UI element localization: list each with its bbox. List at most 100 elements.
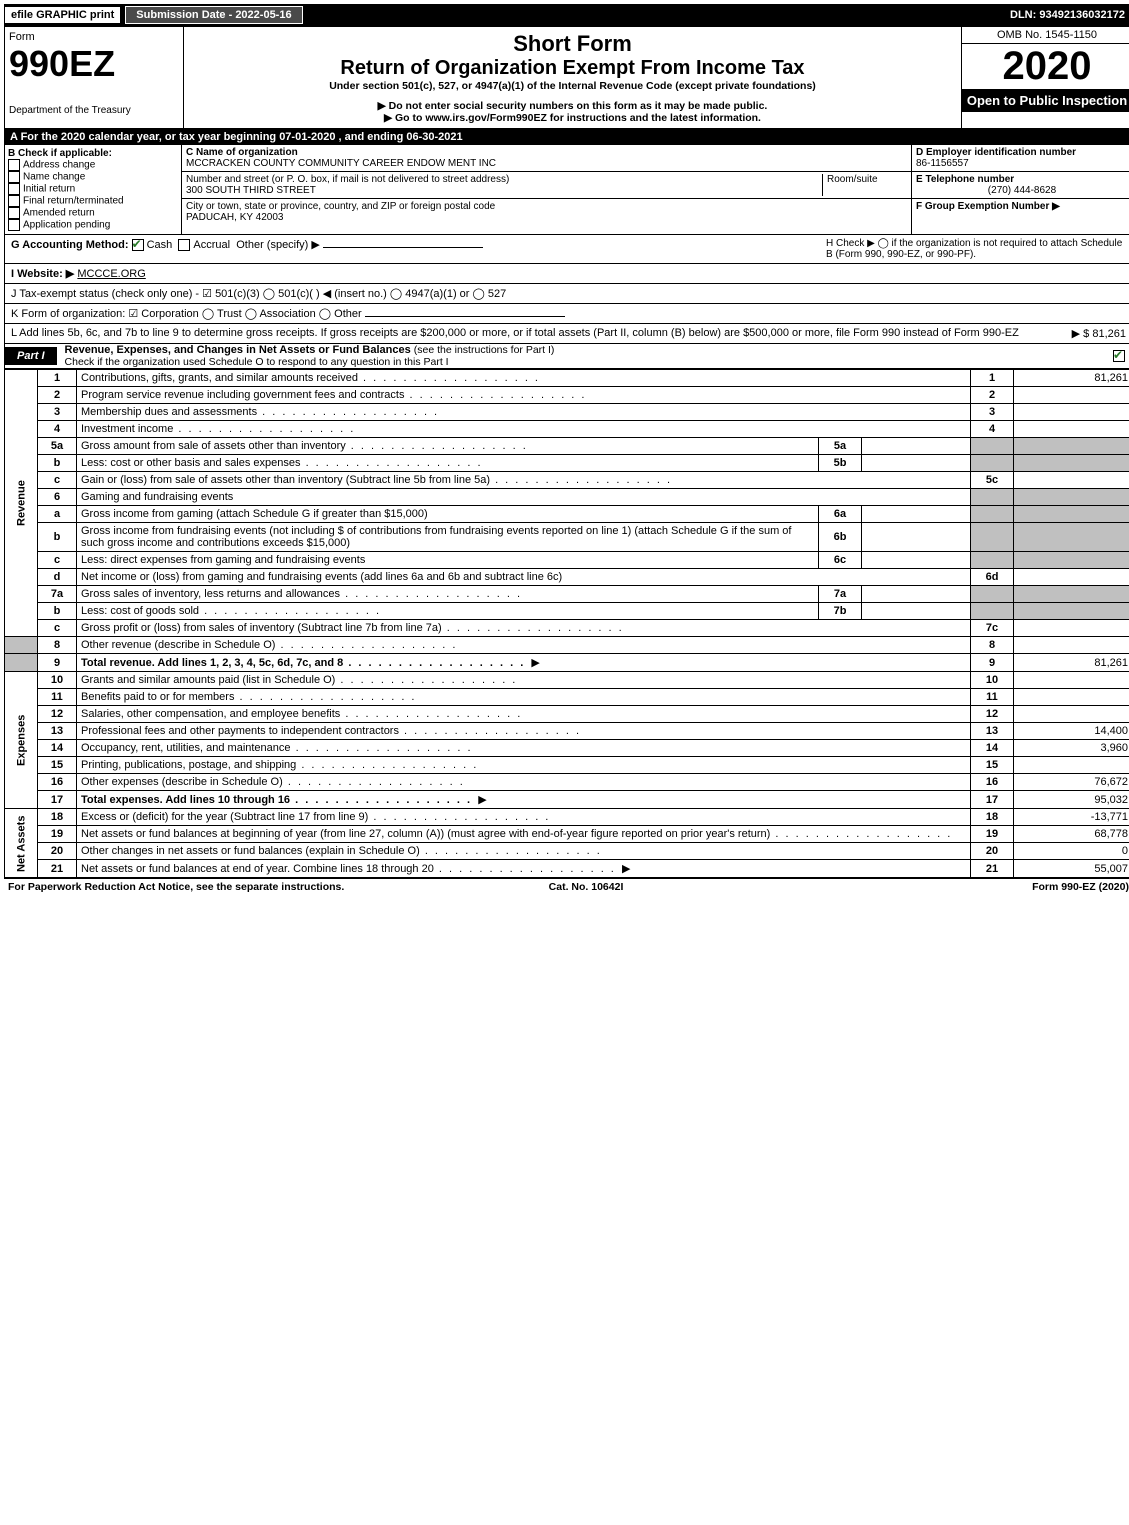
org-city-row: City or town, state or province, country… xyxy=(182,199,911,225)
l5a-shade2 xyxy=(1014,438,1129,455)
part-i-header: Part I Revenue, Expenses, and Changes in… xyxy=(4,344,1129,369)
l9-desc: Total revenue. Add lines 1, 2, 3, 4, 5c,… xyxy=(81,657,525,669)
row-13: 13 Professional fees and other payments … xyxy=(5,723,1129,740)
l7a-subamt xyxy=(862,586,971,603)
l6c-sub: 6c xyxy=(819,552,862,569)
l14-amt: 3,960 xyxy=(1014,740,1129,757)
row-6: 6 Gaming and fundraising events xyxy=(5,489,1129,506)
info-block: B Check if applicable: Address change Na… xyxy=(4,145,1129,235)
l2-no: 2 xyxy=(38,387,77,404)
cb-pending[interactable]: Application pending xyxy=(8,219,178,231)
cb-amended[interactable]: Amended return xyxy=(8,207,178,219)
goto-link[interactable]: ▶ Go to www.irs.gov/Form990EZ for instru… xyxy=(188,112,957,124)
l2-desc: Program service revenue including govern… xyxy=(81,389,586,401)
l1-box: 1 xyxy=(971,370,1014,387)
l17-desc: Total expenses. Add lines 10 through 16 xyxy=(81,794,472,806)
l9-amt: 81,261 xyxy=(1014,654,1129,672)
l7a-desc: Gross sales of inventory, less returns a… xyxy=(81,588,522,600)
l15-desc: Printing, publications, postage, and shi… xyxy=(81,759,478,771)
l5c-desc: Gain or (loss) from sale of assets other… xyxy=(81,474,672,486)
l-amount: ▶ $ 81,261 xyxy=(1072,327,1126,340)
row-7b: b Less: cost of goods sold 7b xyxy=(5,603,1129,620)
l19-desc: Net assets or fund balances at beginning… xyxy=(81,828,952,840)
l5b-shade2 xyxy=(1014,455,1129,472)
l17-no: 17 xyxy=(38,791,77,809)
cb-pending-label: Application pending xyxy=(23,220,110,231)
l5a-shade xyxy=(971,438,1014,455)
cb-final[interactable]: Final return/terminated xyxy=(8,195,178,207)
l16-no: 16 xyxy=(38,774,77,791)
l7c-desc: Gross profit or (loss) from sales of inv… xyxy=(81,622,624,634)
l6b-no: b xyxy=(38,523,77,552)
check-b-label: B Check if applicable: xyxy=(8,148,178,159)
l5b-desc: Less: cost or other basis and sales expe… xyxy=(81,457,483,469)
l6d-amt xyxy=(1014,569,1129,586)
l5a-desc: Gross amount from sale of assets other t… xyxy=(81,440,528,452)
l19-amt: 68,778 xyxy=(1014,826,1129,843)
part-i-sub: (see the instructions for Part I) xyxy=(414,344,555,356)
row-19: 19 Net assets or fund balances at beginn… xyxy=(5,826,1129,843)
org-city: PADUCAH, KY 42003 xyxy=(186,212,283,223)
cb-name[interactable]: Name change xyxy=(8,171,178,183)
l21-no: 21 xyxy=(38,860,77,878)
l5a-subamt xyxy=(862,438,971,455)
city-label: City or town, state or province, country… xyxy=(186,201,495,212)
row-3: 3 Membership dues and assessments 3 xyxy=(5,404,1129,421)
cb-address-label: Address change xyxy=(23,160,95,171)
l21-amt: 55,007 xyxy=(1014,860,1129,878)
l2-amt xyxy=(1014,387,1129,404)
form-header: Form 990EZ Department of the Treasury Sh… xyxy=(4,26,1129,129)
l21-desc: Net assets or fund balances at end of ye… xyxy=(81,863,616,875)
row-6b: b Gross income from fundraising events (… xyxy=(5,523,1129,552)
g-cash: Cash xyxy=(147,239,173,251)
row-6c: c Less: direct expenses from gaming and … xyxy=(5,552,1129,569)
l7b-desc: Less: cost of goods sold xyxy=(81,605,381,617)
form-label: Form xyxy=(9,31,179,43)
l7c-amt xyxy=(1014,620,1129,637)
dln: DLN: 93492136032172 xyxy=(1002,7,1129,23)
c-label: C Name of organization xyxy=(186,147,298,158)
ein-cell: D Employer identification number 86-1156… xyxy=(912,145,1129,172)
l7b-shade xyxy=(971,603,1014,620)
line-k: K Form of organization: ☑ Corporation ◯ … xyxy=(4,304,1129,324)
row-16: 16 Other expenses (describe in Schedule … xyxy=(5,774,1129,791)
part-i-check[interactable] xyxy=(1113,350,1125,362)
l6d-box: 6d xyxy=(971,569,1014,586)
part-i-tag: Part I xyxy=(5,347,57,365)
l6-no: 6 xyxy=(38,489,77,506)
row-21: 21 Net assets or fund balances at end of… xyxy=(5,860,1129,878)
l15-no: 15 xyxy=(38,757,77,774)
expenses-side-label: Expenses xyxy=(5,672,38,809)
l17-amt: 95,032 xyxy=(1014,791,1129,809)
efile-label[interactable]: efile GRAPHIC print xyxy=(4,6,121,24)
part-i-title: Revenue, Expenses, and Changes in Net As… xyxy=(57,344,1109,368)
l7a-no: 7a xyxy=(38,586,77,603)
row-8: 8 Other revenue (describe in Schedule O)… xyxy=(5,637,1129,654)
rev-bottom-shade xyxy=(5,637,38,654)
l6c-no: c xyxy=(38,552,77,569)
l1-amt: 81,261 xyxy=(1014,370,1129,387)
l1-desc: Contributions, gifts, grants, and simila… xyxy=(81,372,540,384)
cb-initial[interactable]: Initial return xyxy=(8,183,178,195)
l18-desc: Excess or (deficit) for the year (Subtra… xyxy=(81,811,550,823)
l12-desc: Salaries, other compensation, and employ… xyxy=(81,708,522,720)
l18-amt: -13,771 xyxy=(1014,809,1129,826)
footer-center: Cat. No. 10642I xyxy=(549,881,624,893)
row-20: 20 Other changes in net assets or fund b… xyxy=(5,843,1129,860)
cb-amended-label: Amended return xyxy=(23,208,95,219)
lines-table: Revenue 1 Contributions, gifts, grants, … xyxy=(4,369,1129,878)
open-public: Open to Public Inspection xyxy=(962,89,1129,112)
cb-accrual[interactable] xyxy=(178,239,190,251)
return-title: Return of Organization Exempt From Incom… xyxy=(188,57,957,80)
cb-address[interactable]: Address change xyxy=(8,159,178,171)
l6d-no: d xyxy=(38,569,77,586)
website-value[interactable]: MCCCE.ORG xyxy=(77,268,145,280)
top-bar: efile GRAPHIC print Submission Date - 20… xyxy=(4,4,1129,26)
l6c-shade xyxy=(971,552,1014,569)
cb-cash[interactable] xyxy=(132,239,144,251)
l8-desc: Other revenue (describe in Schedule O) xyxy=(81,639,457,651)
header-right: OMB No. 1545-1150 2020 Open to Public In… xyxy=(961,27,1129,128)
org-name: MCCRACKEN COUNTY COMMUNITY CAREER ENDOW … xyxy=(186,158,496,169)
l-text: L Add lines 5b, 6c, and 7b to line 9 to … xyxy=(11,327,1072,340)
l14-no: 14 xyxy=(38,740,77,757)
